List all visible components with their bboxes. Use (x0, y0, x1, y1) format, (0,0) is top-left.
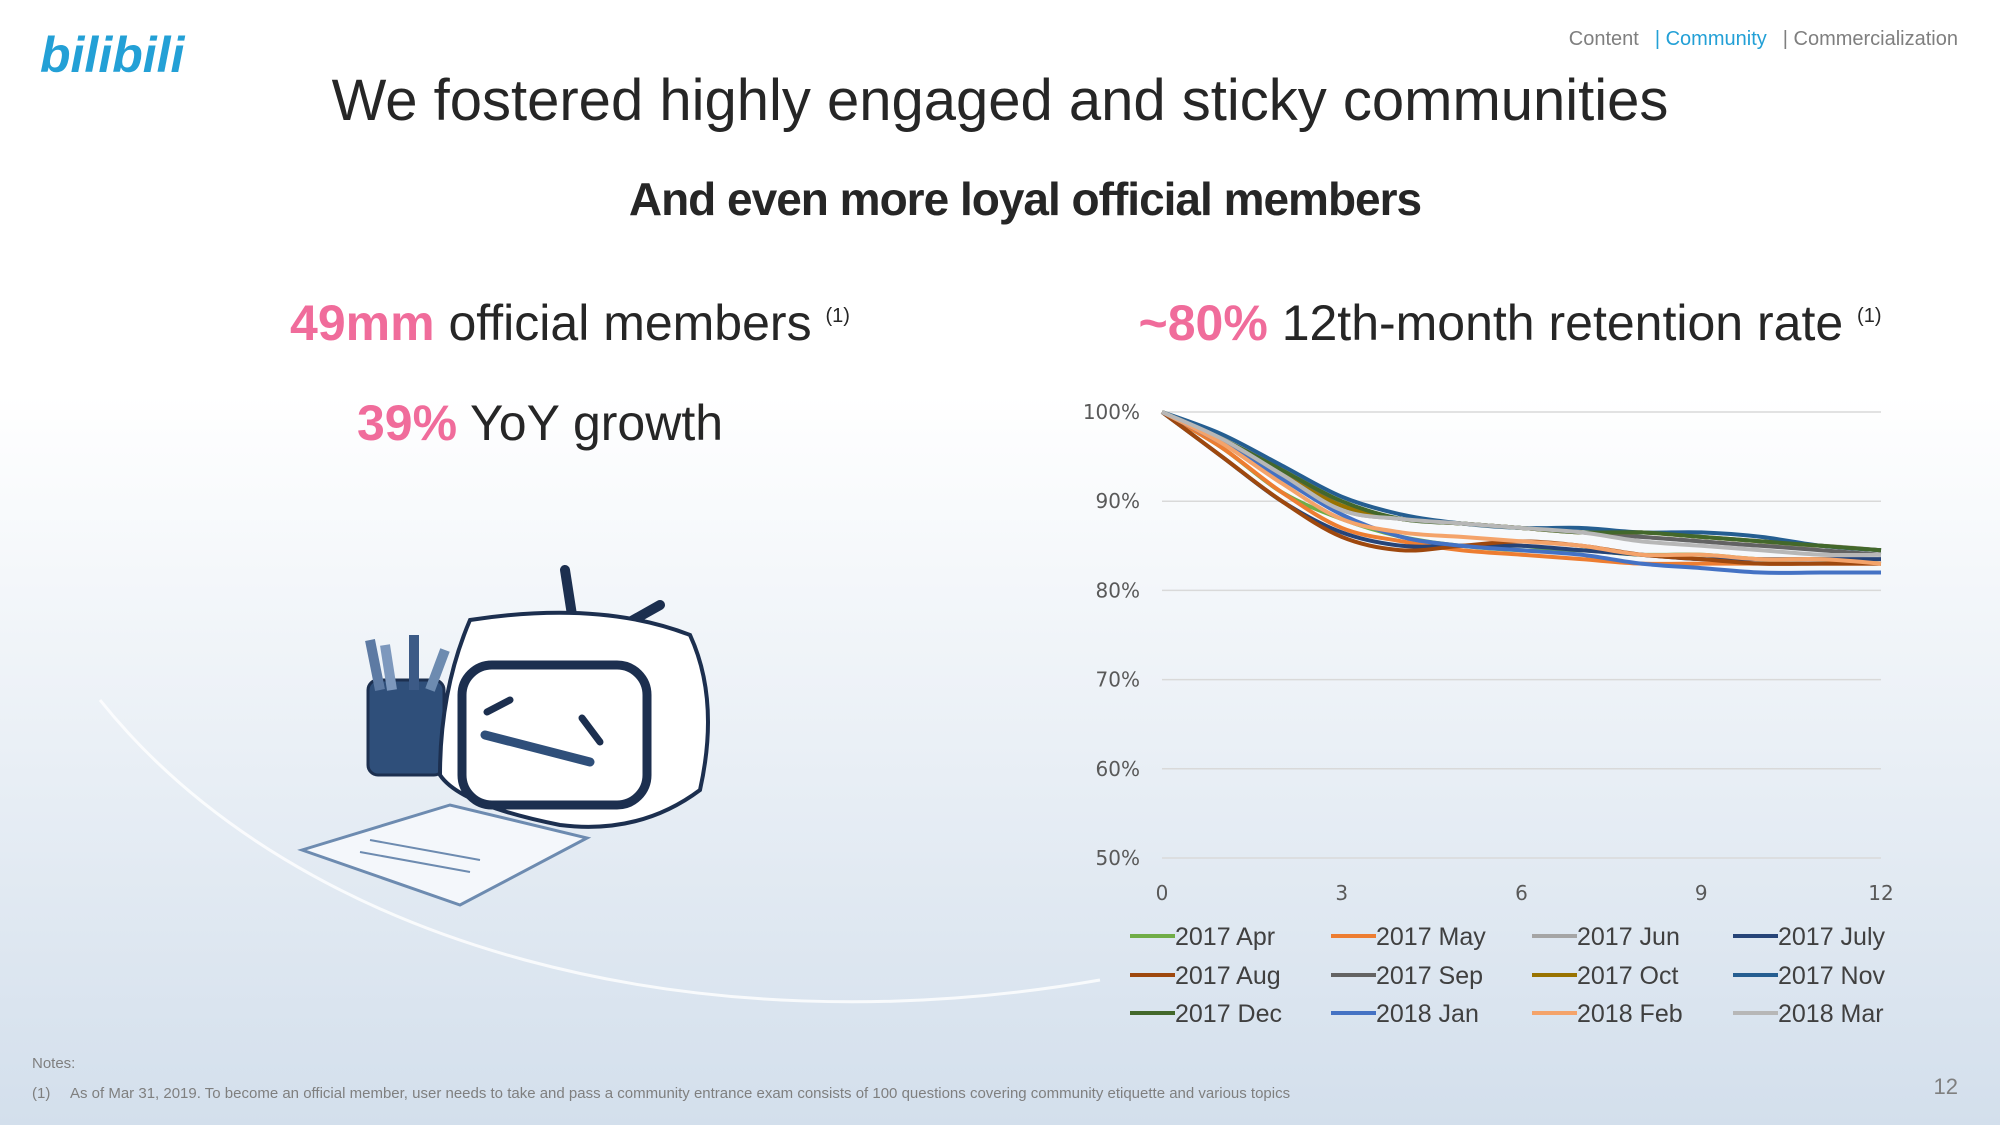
growth-text: YoY growth (470, 395, 723, 451)
legend-label: 2017 Aug (1175, 962, 1281, 990)
retention-value: ~80% (1139, 295, 1268, 351)
y-tick-label: 60% (1096, 757, 1140, 781)
y-tick-label: 90% (1096, 489, 1140, 513)
members-headline: 49mm official members (1) (290, 295, 850, 351)
legend-label: 2017 July (1778, 923, 1886, 951)
legend-label: 2018 Feb (1577, 1000, 1683, 1028)
x-tick-label: 6 (1515, 881, 1528, 905)
slide-subtitle: And even more loyal official members (629, 173, 1421, 225)
logo: bilibili (40, 27, 186, 83)
legend-label: 2017 Dec (1175, 1000, 1282, 1028)
notes-label: Notes: (32, 1055, 75, 1072)
y-tick-label: 100% (1083, 400, 1140, 424)
nav-item[interactable]: | Commercialization (1783, 28, 1958, 50)
slide-title: We fostered highly engaged and sticky co… (332, 68, 1669, 133)
legend-label: 2018 Jan (1376, 1000, 1479, 1028)
y-tick-label: 70% (1096, 668, 1140, 692)
note-marker: (1) (32, 1085, 50, 1102)
decor-curve (98, 699, 1101, 1004)
x-tick-label: 3 (1335, 881, 1348, 905)
y-tick-label: 50% (1096, 846, 1140, 870)
series-line (1161, 410, 1882, 558)
nav-item[interactable]: Content (1569, 28, 1639, 50)
retention-note: (1) (1857, 305, 1881, 327)
series-line (1161, 410, 1882, 566)
retention-chart: 50% 60% 70% 80% 90% 100% 0 3 6 9 12 2017 Apr 2017 Ma… (1083, 400, 1894, 1028)
growth-headline: 39% YoY growth (357, 395, 723, 451)
x-tick-label: 0 (1156, 881, 1169, 905)
members-text: official members (448, 295, 811, 351)
x-tick-label: 9 (1695, 881, 1708, 905)
legend-label: 2017 Oct (1577, 962, 1679, 990)
legend-label: 2017 Nov (1778, 962, 1886, 990)
series-line (1161, 410, 1881, 575)
legend-label: 2017 Apr (1175, 923, 1275, 951)
legend-label: 2017 Jun (1577, 923, 1680, 951)
x-tick-label: 12 (1868, 881, 1893, 905)
members-note: (1) (825, 305, 849, 327)
legend-label: 2017 Sep (1376, 962, 1483, 990)
retention-headline: ~80% 12th-month retention rate (1) (1139, 295, 1882, 351)
retention-text: 12th-month retention rate (1282, 295, 1843, 351)
growth-value: 39% (357, 395, 457, 451)
y-tick-label: 80% (1096, 578, 1140, 602)
nav: Content | Community | Commercialization (1569, 28, 1958, 50)
legend-label: 2017 May (1376, 923, 1486, 951)
legend-label: 2018 Mar (1778, 1000, 1884, 1028)
page-number: 12 (1934, 1074, 1958, 1099)
members-value: 49mm (290, 295, 435, 351)
note-text: As of Mar 31, 2019. To become an officia… (70, 1085, 1290, 1102)
nav-item[interactable]: | Community (1655, 28, 1767, 50)
tv-illustration (297, 565, 710, 907)
